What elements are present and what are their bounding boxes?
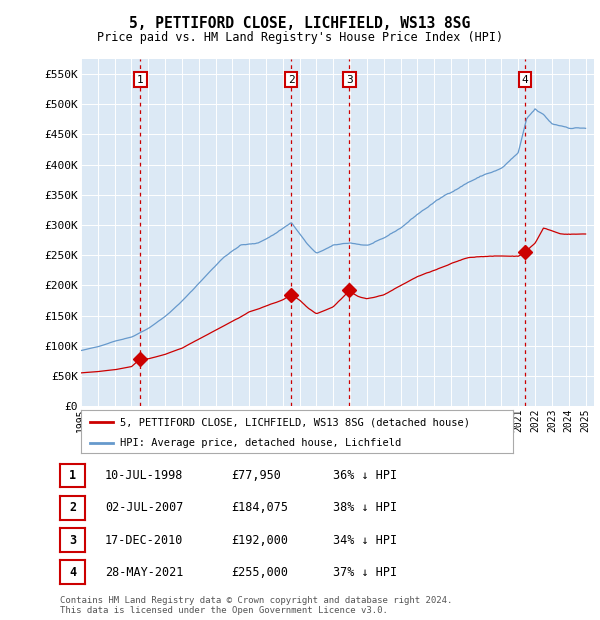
Text: £192,000: £192,000	[231, 534, 288, 546]
Text: £184,075: £184,075	[231, 502, 288, 514]
Text: 3: 3	[346, 74, 353, 84]
Text: 38% ↓ HPI: 38% ↓ HPI	[333, 502, 397, 514]
Text: 02-JUL-2007: 02-JUL-2007	[105, 502, 184, 514]
Text: 3: 3	[69, 534, 76, 546]
Text: 2: 2	[288, 74, 295, 84]
Text: 1: 1	[137, 74, 144, 84]
Text: Contains HM Land Registry data © Crown copyright and database right 2024.
This d: Contains HM Land Registry data © Crown c…	[60, 596, 452, 615]
Text: 2: 2	[69, 502, 76, 514]
Text: 34% ↓ HPI: 34% ↓ HPI	[333, 534, 397, 546]
Text: 28-MAY-2021: 28-MAY-2021	[105, 566, 184, 578]
Text: Price paid vs. HM Land Registry's House Price Index (HPI): Price paid vs. HM Land Registry's House …	[97, 31, 503, 44]
Text: HPI: Average price, detached house, Lichfield: HPI: Average price, detached house, Lich…	[120, 438, 401, 448]
Text: 1: 1	[69, 469, 76, 482]
Text: £255,000: £255,000	[231, 566, 288, 578]
Text: 36% ↓ HPI: 36% ↓ HPI	[333, 469, 397, 482]
Text: 5, PETTIFORD CLOSE, LICHFIELD, WS13 8SG (detached house): 5, PETTIFORD CLOSE, LICHFIELD, WS13 8SG …	[120, 417, 470, 427]
Text: 10-JUL-1998: 10-JUL-1998	[105, 469, 184, 482]
Text: 5, PETTIFORD CLOSE, LICHFIELD, WS13 8SG: 5, PETTIFORD CLOSE, LICHFIELD, WS13 8SG	[130, 16, 470, 30]
Text: 4: 4	[69, 566, 76, 578]
Text: 4: 4	[522, 74, 529, 84]
Text: 17-DEC-2010: 17-DEC-2010	[105, 534, 184, 546]
Text: 37% ↓ HPI: 37% ↓ HPI	[333, 566, 397, 578]
Text: £77,950: £77,950	[231, 469, 281, 482]
